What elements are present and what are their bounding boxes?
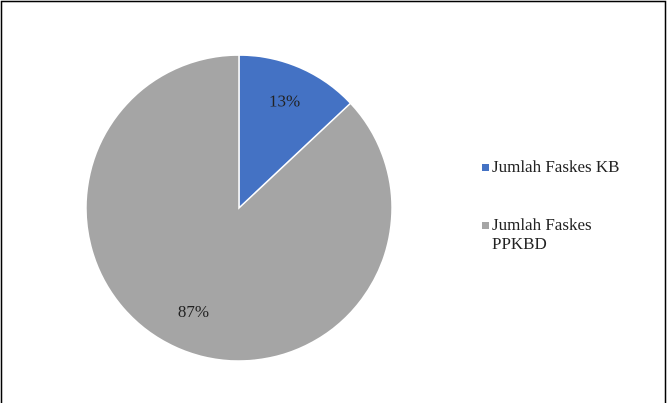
pie-slice [238,54,352,210]
legend-swatch [482,164,489,171]
legend-label: Jumlah Faskes KB [492,157,620,176]
pie-slice [85,54,393,362]
legend-swatch [482,222,489,229]
legend-label: Jumlah Faskes PPKBD [492,215,592,253]
data-label: 13% [269,92,300,111]
data-label: 87% [178,302,209,321]
